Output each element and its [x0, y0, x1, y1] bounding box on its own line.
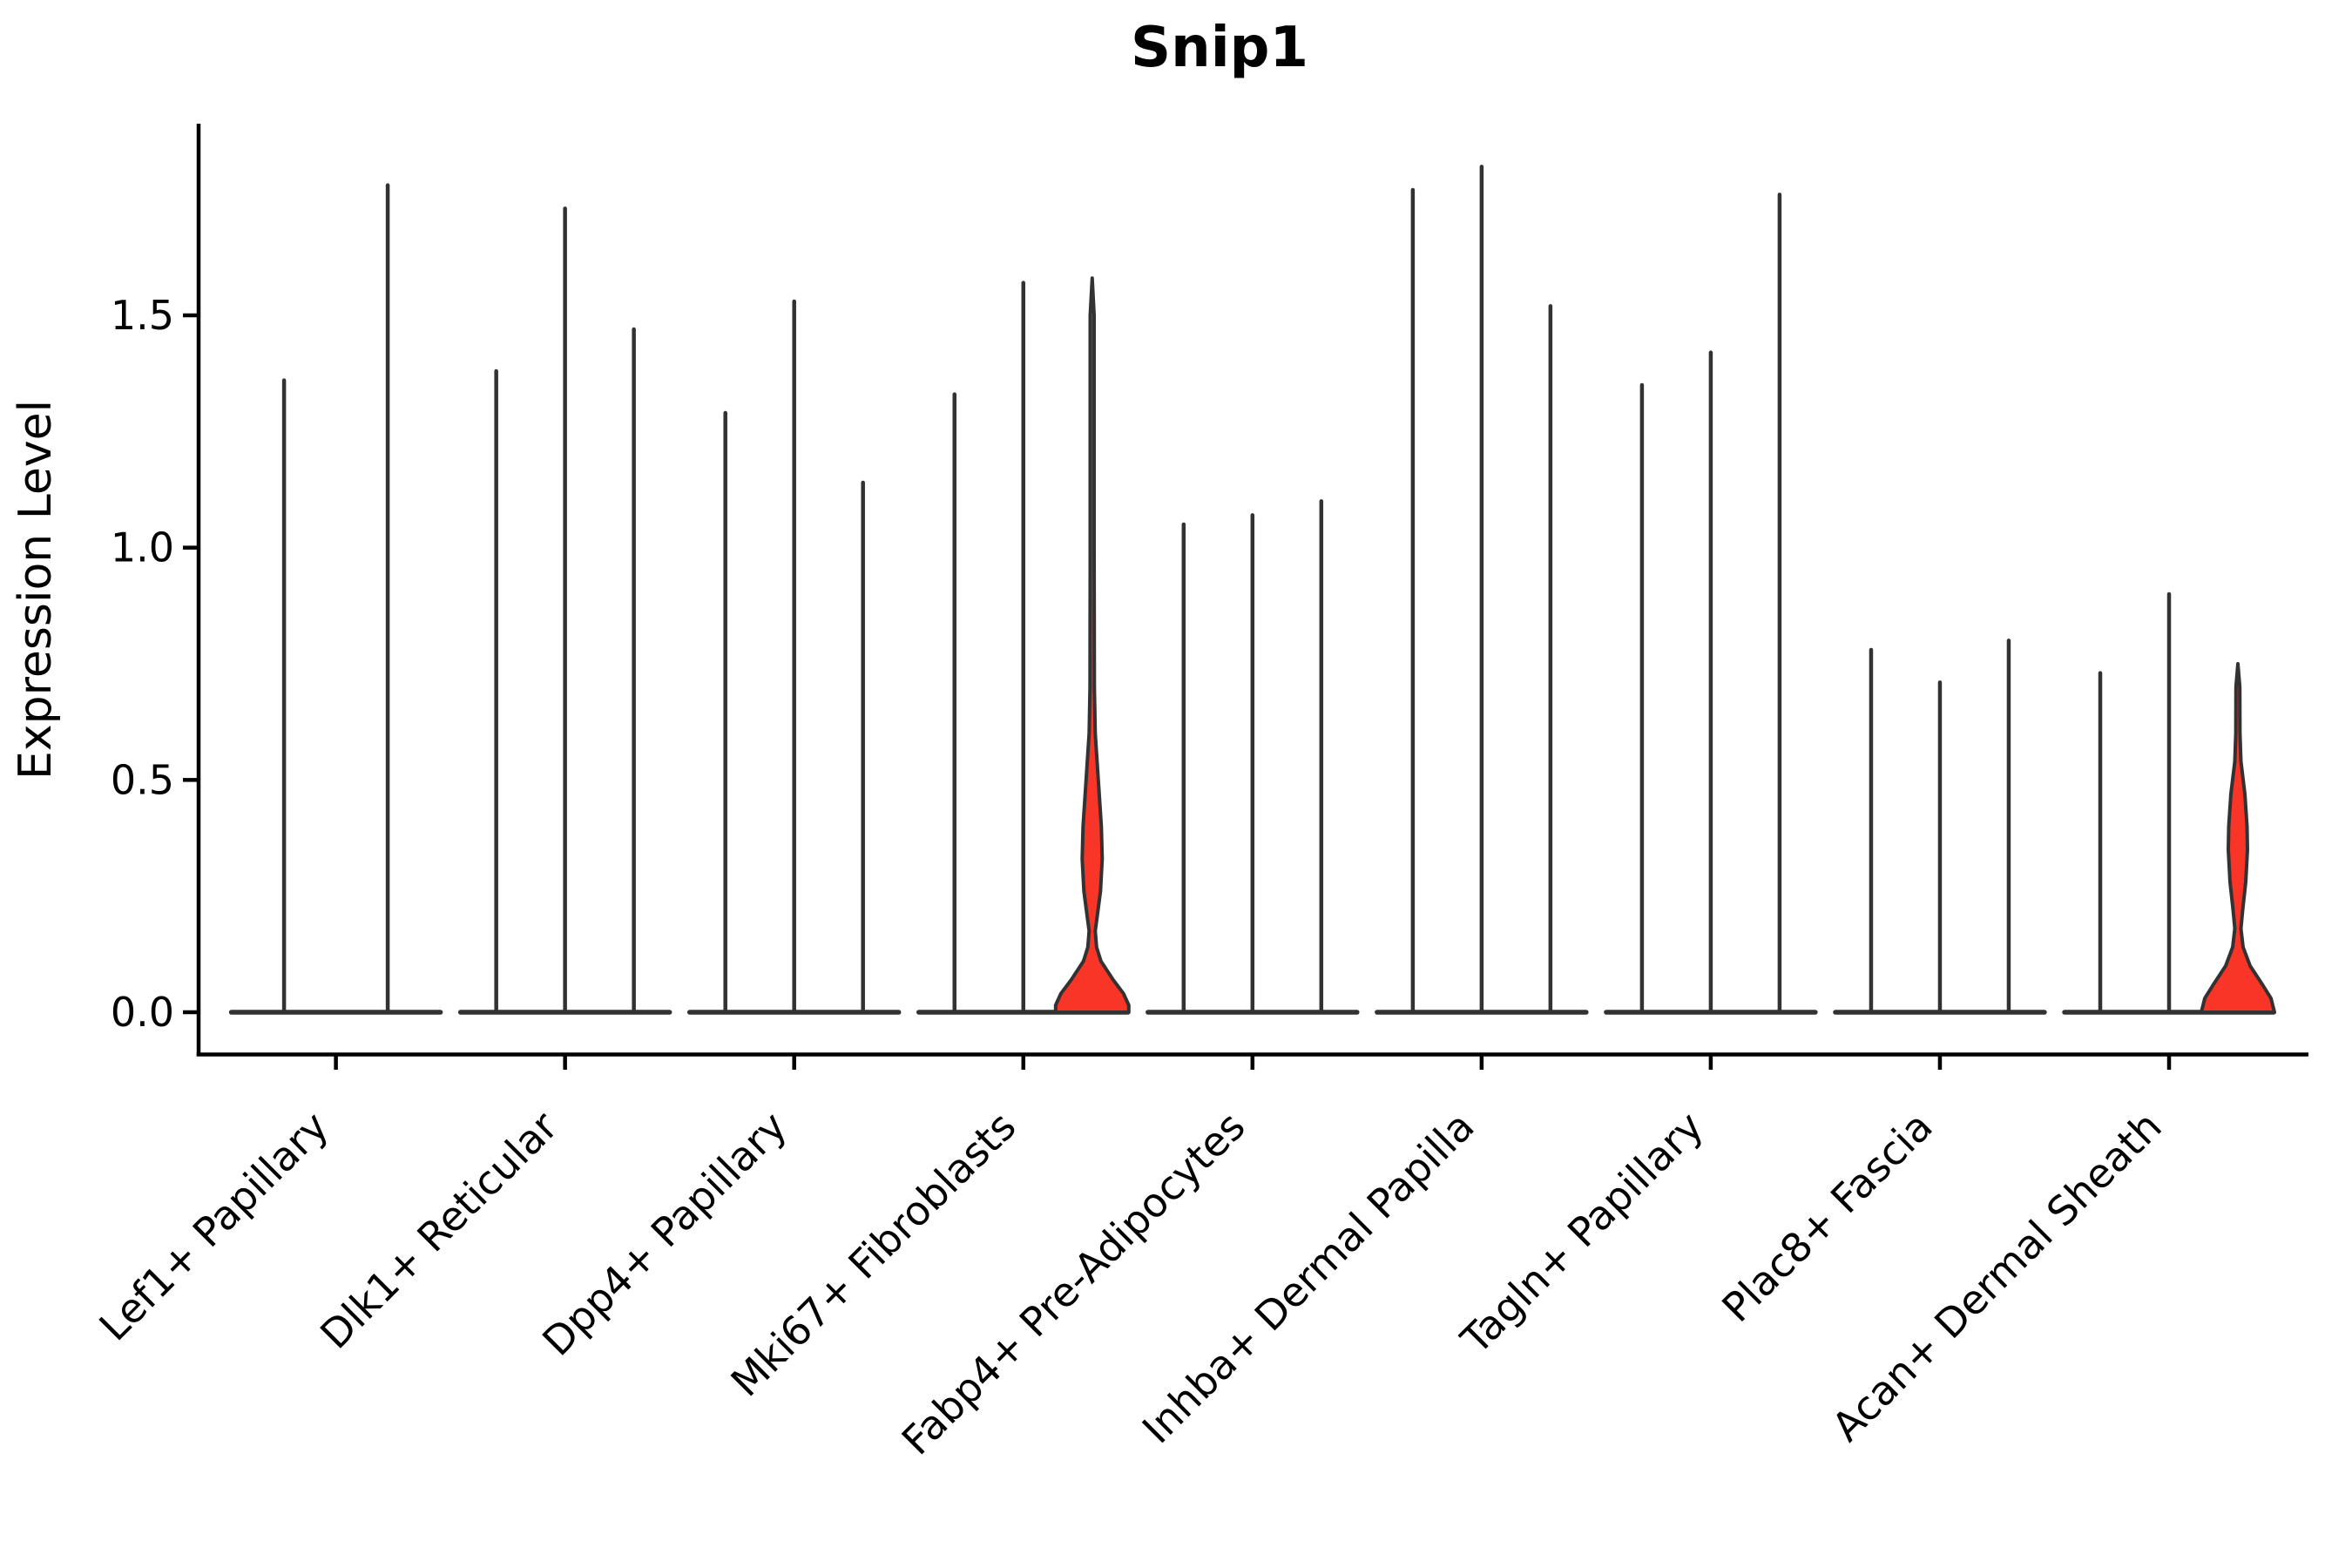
x-tick-label: Dlk1+ Reticular — [311, 1103, 566, 1358]
y-tick-label: 0.5 — [111, 756, 174, 803]
violin-filled — [1053, 276, 1131, 1014]
x-tick-label: Dpp4+ Papillary — [533, 1103, 795, 1365]
x-tick-label: Tagln+ Papillary — [1451, 1103, 1713, 1364]
y-tick-label: 0.0 — [111, 989, 174, 1036]
x-tick-label: Plac8+ Fascia — [1713, 1103, 1941, 1331]
y-tick-label: 1.0 — [111, 524, 174, 571]
chart-title: Snip1 — [1131, 16, 1308, 80]
y-axis-label: Expression Level — [10, 400, 62, 780]
x-tick-label: Lef1+ Papillary — [90, 1103, 337, 1350]
y-tick-label: 1.5 — [111, 292, 174, 339]
violin-filled — [2200, 662, 2276, 1014]
